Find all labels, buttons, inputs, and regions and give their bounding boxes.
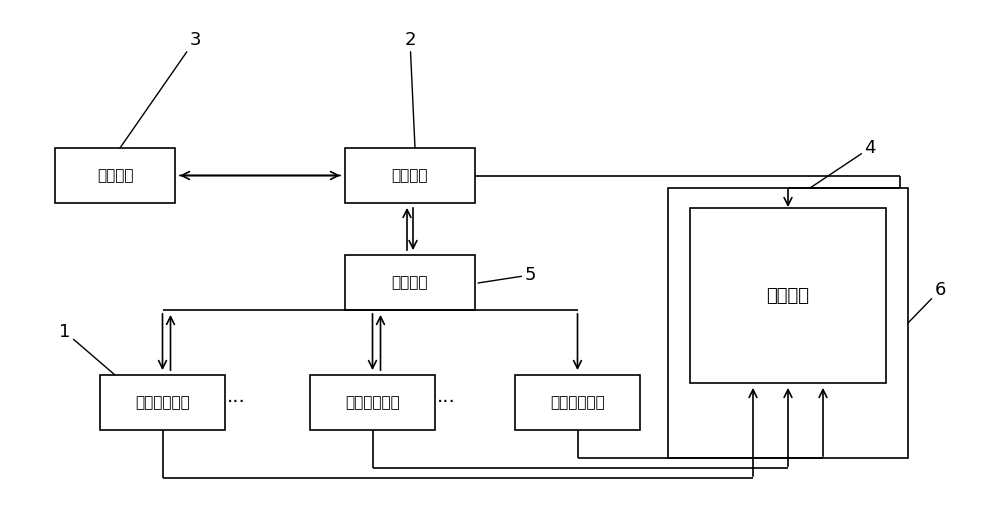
Text: ···: ···: [437, 393, 455, 412]
Text: 1: 1: [59, 323, 115, 375]
Bar: [515, 375, 640, 430]
Bar: [55, 148, 175, 203]
Bar: [310, 375, 435, 430]
Text: ···: ···: [227, 393, 245, 412]
Text: 5: 5: [478, 266, 536, 284]
Text: 第一信号模块: 第一信号模块: [345, 395, 400, 410]
Text: 3: 3: [120, 31, 201, 148]
Text: 2: 2: [404, 31, 416, 148]
Text: 第一信号模块: 第一信号模块: [135, 395, 190, 410]
Text: 通信网络: 通信网络: [392, 275, 428, 290]
Bar: [345, 255, 475, 310]
Bar: [345, 148, 475, 203]
Text: 量子芯片: 量子芯片: [767, 287, 810, 305]
Text: 终端设备: 终端设备: [97, 168, 133, 183]
Bar: [690, 208, 886, 383]
Text: 4: 4: [810, 139, 876, 188]
Text: 第一信号模块: 第一信号模块: [550, 395, 605, 410]
Bar: [100, 375, 225, 430]
Bar: [668, 188, 908, 458]
Text: 控制单元: 控制单元: [392, 168, 428, 183]
Text: 6: 6: [908, 281, 946, 323]
